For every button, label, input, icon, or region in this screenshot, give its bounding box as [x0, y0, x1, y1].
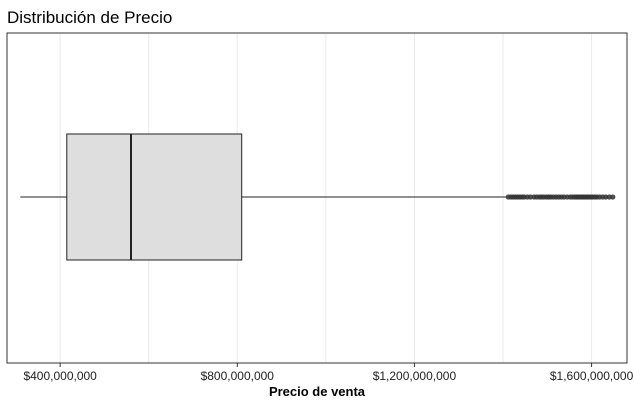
chart-title: Distribución de Precio: [7, 8, 172, 27]
box-layer: [20, 133, 508, 261]
x-axis-ticks: $400,000,000 $800,000,000 $1,200,000,000 $1…: [23, 363, 634, 383]
x-tick-label: $800,000,000: [201, 369, 275, 383]
outlier-points: [505, 194, 616, 200]
plot-frame: [6, 32, 628, 364]
x-tick-label: $1,200,000,000: [373, 369, 457, 383]
x-tick-label: $1,600,000,000: [550, 369, 634, 383]
x-axis-title: Precio de venta: [269, 384, 366, 399]
iqr-box: [66, 133, 243, 261]
x-tick-label: $400,000,000: [23, 369, 97, 383]
outlier-point: [610, 194, 616, 200]
